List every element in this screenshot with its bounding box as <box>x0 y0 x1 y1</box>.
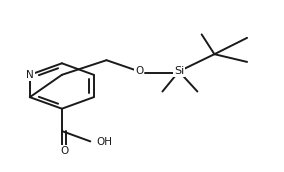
Text: Si: Si <box>174 66 184 76</box>
Text: O: O <box>60 146 68 156</box>
Text: N: N <box>26 70 34 80</box>
Text: O: O <box>135 66 143 76</box>
Text: OH: OH <box>97 137 112 147</box>
